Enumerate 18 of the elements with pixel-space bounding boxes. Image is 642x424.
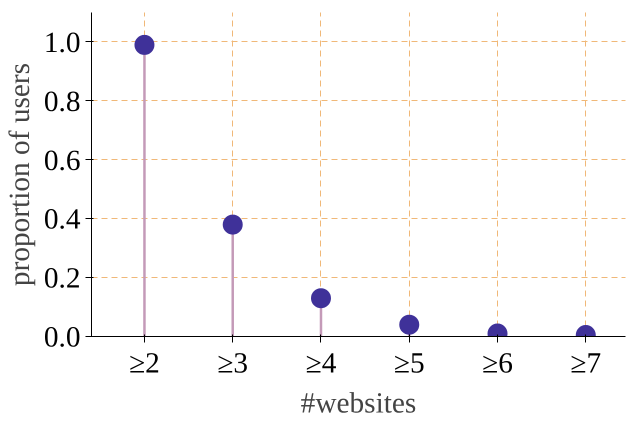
y-tick-label: 0.6 — [44, 144, 81, 177]
x-tick-label: ≥7 — [570, 348, 602, 380]
point — [134, 34, 154, 55]
x-tick-label: ≥2 — [129, 348, 160, 380]
point — [399, 314, 420, 335]
x-tick-label: ≥4 — [306, 348, 337, 380]
x-tick-label: ≥6 — [482, 348, 513, 380]
y-tick-label: 1.0 — [44, 26, 81, 59]
y-tick-label: 0.8 — [44, 86, 81, 118]
y-tick-label: 0.2 — [44, 262, 81, 295]
point — [310, 288, 331, 308]
y-axis-title: proportion of users — [4, 62, 36, 286]
point — [222, 214, 243, 235]
x-tick-label: ≥5 — [394, 348, 425, 380]
x-axis-title: #websites — [300, 388, 416, 420]
y-tick-label: 0.4 — [44, 204, 81, 236]
x-tick-label: ≥3 — [217, 348, 248, 380]
y-tick-label: 0.0 — [44, 322, 81, 354]
